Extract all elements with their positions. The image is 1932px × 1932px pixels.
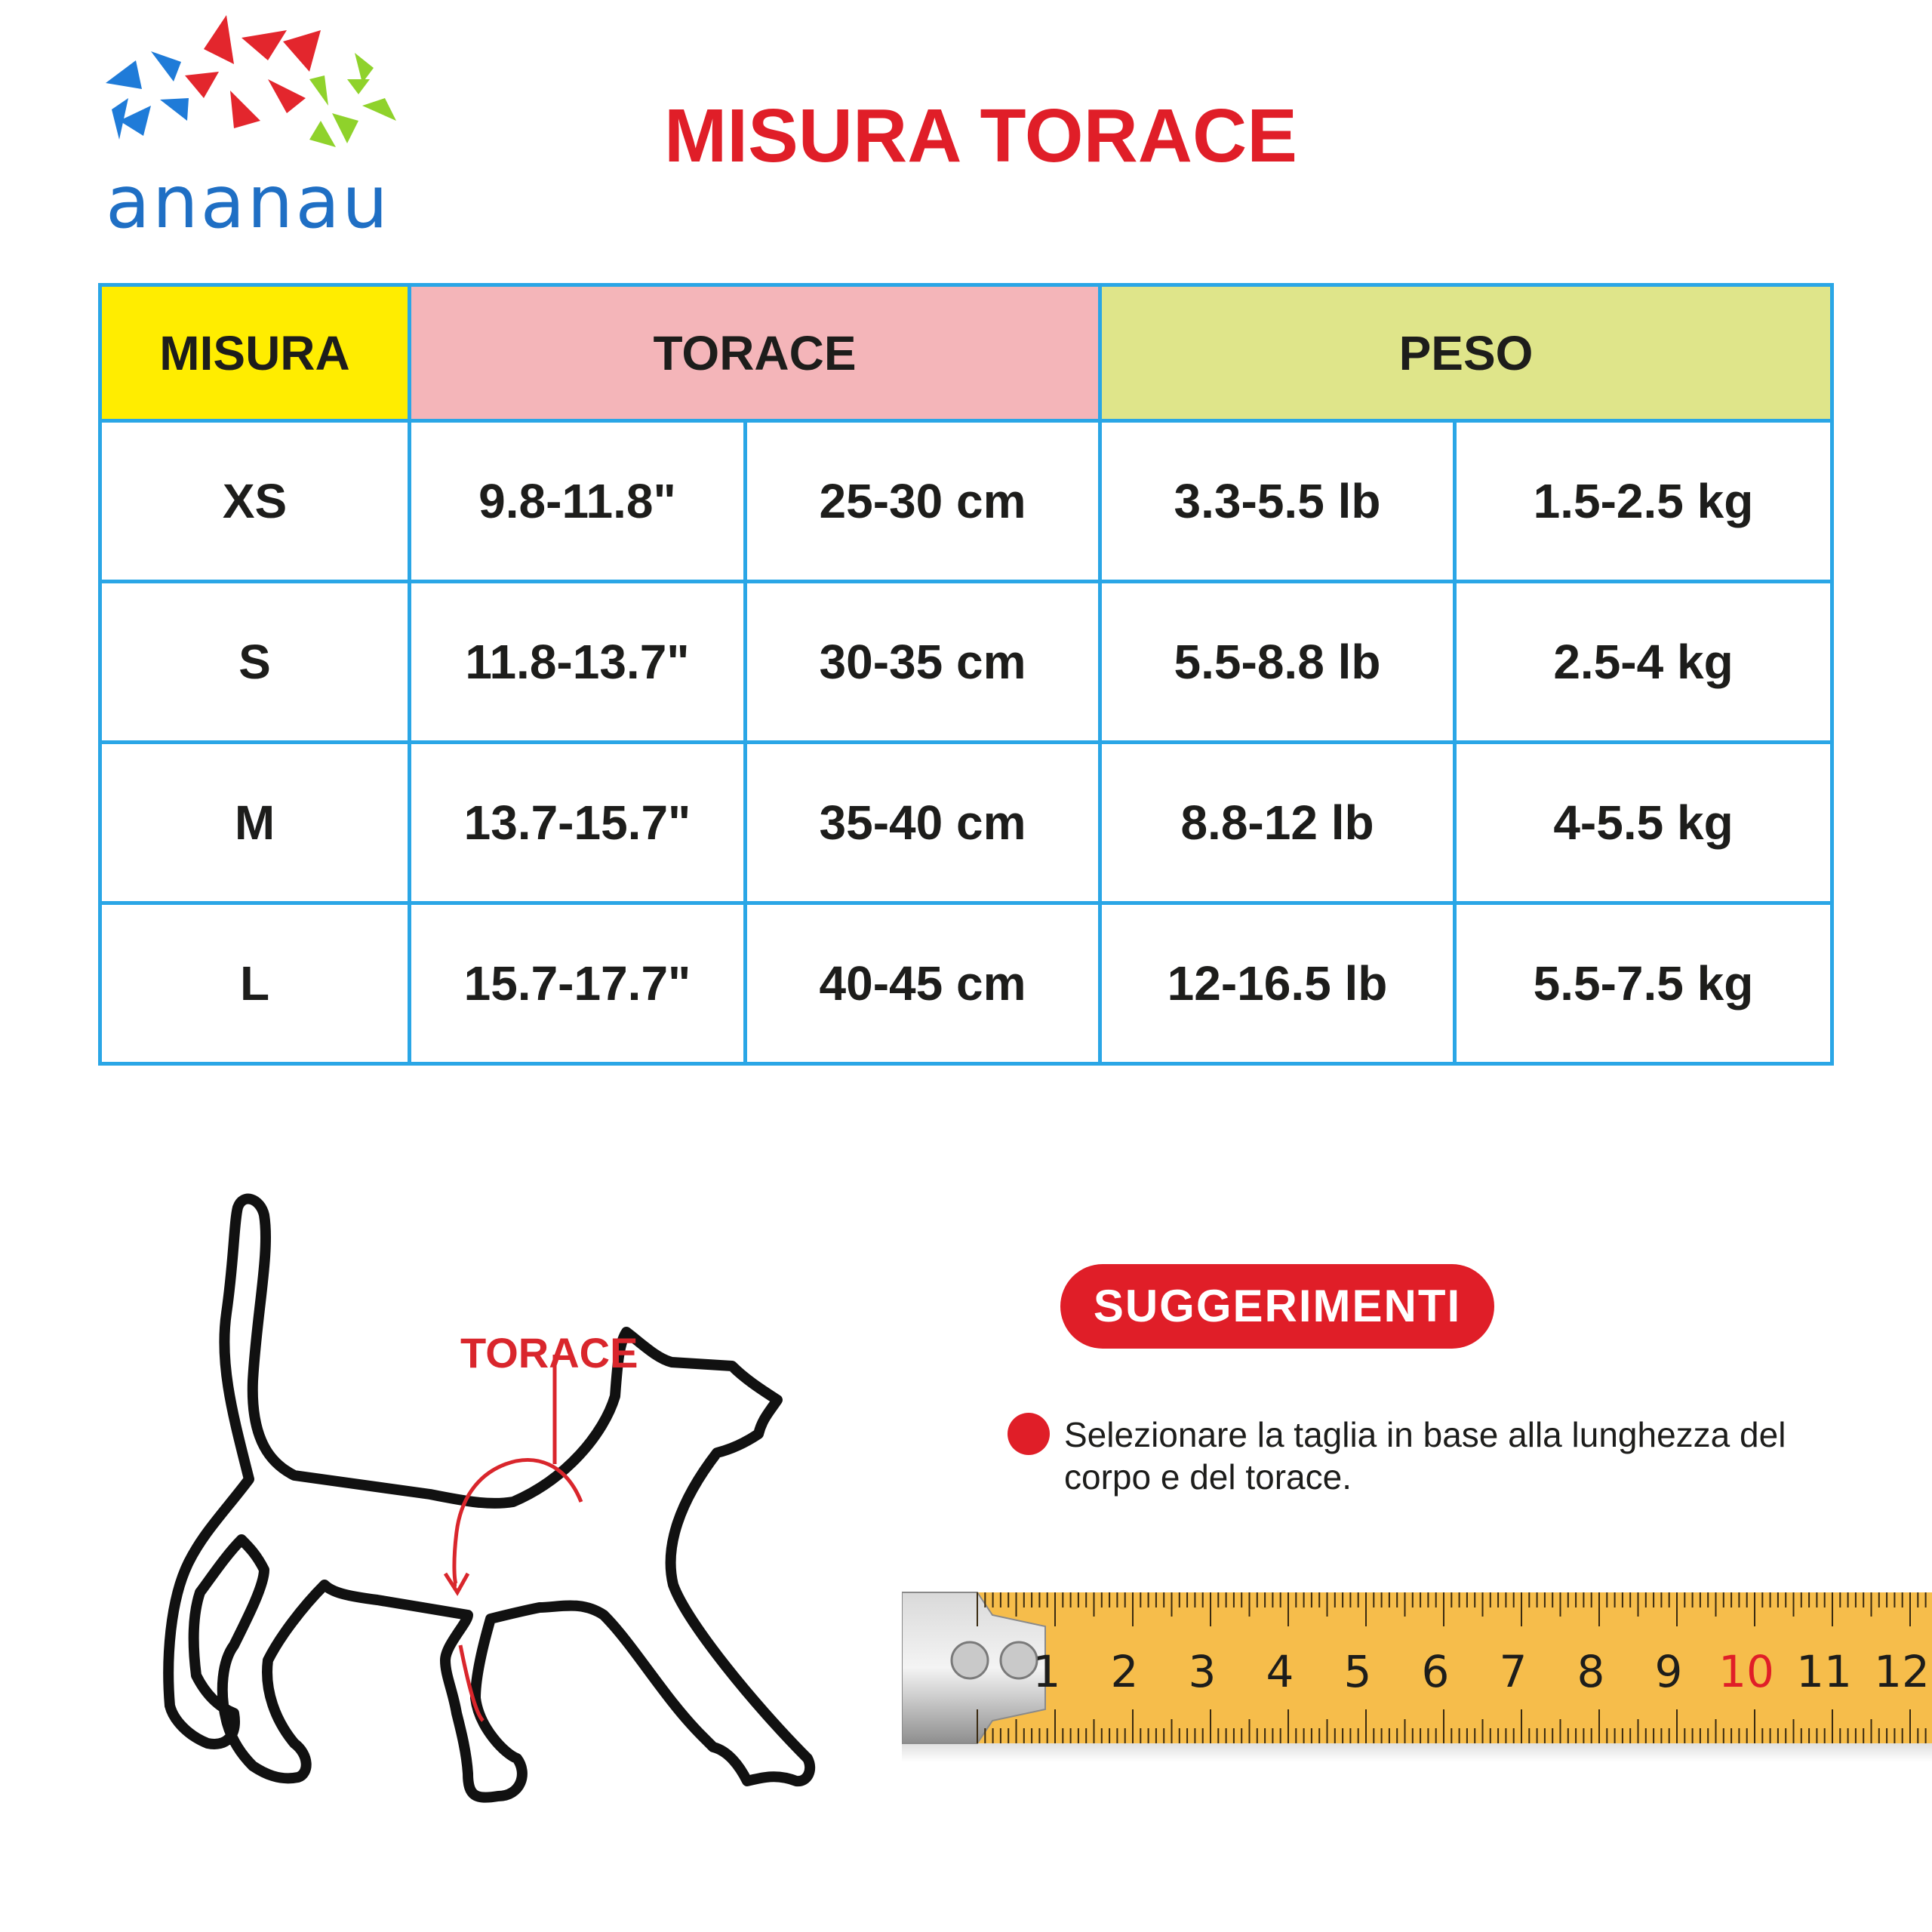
logo-star-green-4	[332, 113, 358, 143]
tape-number: 5	[1344, 1646, 1372, 1697]
tape-number: 2	[1111, 1646, 1139, 1697]
logo-star-green-6	[309, 121, 336, 147]
logo-star-green-5	[362, 98, 396, 121]
tape-number: 6	[1422, 1646, 1450, 1697]
cell-chest-in: 9.8-11.8"	[408, 419, 747, 583]
tape-number: 1	[1033, 1646, 1061, 1697]
logo-star-green-2	[347, 79, 370, 94]
cell-size: S	[98, 580, 411, 744]
cell-weight-kg: 2.5-4 kg	[1453, 580, 1834, 744]
logo-star-red-5	[268, 79, 306, 113]
logo-star-red-1	[204, 15, 234, 64]
tape-number: 12	[1874, 1646, 1930, 1697]
tape-number: 4	[1266, 1646, 1294, 1697]
header-chest: TORACE	[408, 283, 1102, 423]
logo-star-red-4	[230, 91, 260, 128]
page-title: MISURA TORACE	[664, 94, 1297, 178]
tips-badge: SUGGERIMENTI	[1060, 1264, 1494, 1349]
tip-bullet-icon	[1008, 1413, 1050, 1455]
tip-text: Selezionare la taglia in base alla lungh…	[1064, 1415, 1786, 1497]
cell-weight-lb: 12-16.5 lb	[1098, 901, 1457, 1066]
tape-numbers: 1 2 3 4 5 6 7 8 9 10 11 12	[1033, 1646, 1930, 1697]
logo-star-blue-1	[106, 60, 142, 89]
tape-number: 7	[1500, 1646, 1527, 1697]
cat-outline-icon	[163, 1193, 816, 1803]
cell-weight-kg: 1.5-2.5 kg	[1453, 419, 1834, 583]
cat-body-outline	[163, 1193, 816, 1803]
size-chart-table: MISURA TORACE PESO XS 9.8-11.8" 25-30 cm…	[98, 283, 1834, 1066]
cell-chest-cm: 35-40 cm	[743, 740, 1102, 905]
tape-body	[977, 1592, 1932, 1743]
table-row: XS 9.8-11.8" 25-30 cm 3.3-5.5 lb 1.5-2.5…	[98, 419, 1834, 583]
tape-rivet	[999, 1641, 1038, 1680]
tape-number: 9	[1655, 1646, 1683, 1697]
ananau-logo-stars	[106, 15, 396, 147]
torace-label: TORACE	[460, 1329, 638, 1377]
cell-weight-kg: 4-5.5 kg	[1453, 740, 1834, 905]
logo-star-red-3	[185, 72, 219, 98]
table-row: L 15.7-17.7" 40-45 cm 12-16.5 lb 5.5-7.5…	[98, 901, 1834, 1066]
tape-number: 8	[1577, 1646, 1605, 1697]
table-row: S 11.8-13.7" 30-35 cm 5.5-8.8 lb 2.5-4 k…	[98, 580, 1834, 744]
torace-measure-arc	[452, 1457, 583, 1587]
cell-weight-kg: 5.5-7.5 kg	[1453, 901, 1834, 1066]
header-weight: PESO	[1098, 283, 1834, 423]
torace-measure-arc-lower	[458, 1644, 485, 1722]
header-size: MISURA	[98, 283, 411, 423]
logo-star-blue-3	[160, 98, 189, 121]
logo-star-red-2	[242, 30, 287, 60]
cell-chest-cm: 40-45 cm	[743, 901, 1102, 1066]
logo-star-blue-2	[151, 51, 181, 82]
cell-chest-in: 11.8-13.7"	[408, 580, 747, 744]
logo-star-red-6	[283, 30, 321, 72]
cell-chest-in: 13.7-15.7"	[408, 740, 747, 905]
cell-chest-in: 15.7-17.7"	[408, 901, 747, 1066]
cell-size: M	[98, 740, 411, 905]
cell-size: L	[98, 901, 411, 1066]
cell-size: XS	[98, 419, 411, 583]
logo-star-blue-4	[119, 106, 151, 136]
torace-arrow-head	[443, 1572, 470, 1596]
cell-chest-cm: 30-35 cm	[743, 580, 1102, 744]
brand-wordmark: ananau	[106, 160, 391, 245]
cell-weight-lb: 3.3-5.5 lb	[1098, 419, 1457, 583]
tape-number: 10	[1718, 1646, 1774, 1697]
tape-number: 11	[1796, 1646, 1852, 1697]
cell-weight-lb: 5.5-8.8 lb	[1098, 580, 1457, 744]
logo-star-green-1	[309, 75, 328, 106]
tips-heading: SUGGERIMENTI	[1093, 1281, 1462, 1331]
tape-ticks	[977, 1592, 1927, 1743]
table-row: M 13.7-15.7" 35-40 cm 8.8-12 lb 4-5.5 kg	[98, 740, 1834, 905]
logo-star-green-3	[355, 53, 374, 83]
cell-chest-cm: 25-30 cm	[743, 419, 1102, 583]
logo-star-blue-5	[112, 98, 128, 140]
tape-rivet	[950, 1641, 989, 1680]
cell-weight-lb: 8.8-12 lb	[1098, 740, 1457, 905]
table-header-row: MISURA TORACE PESO	[98, 283, 1834, 423]
tape-measure-icon: 1 2 3 4 5 6 7 8 9 10 11 12	[902, 1592, 1932, 1762]
tape-number: 3	[1189, 1646, 1217, 1697]
